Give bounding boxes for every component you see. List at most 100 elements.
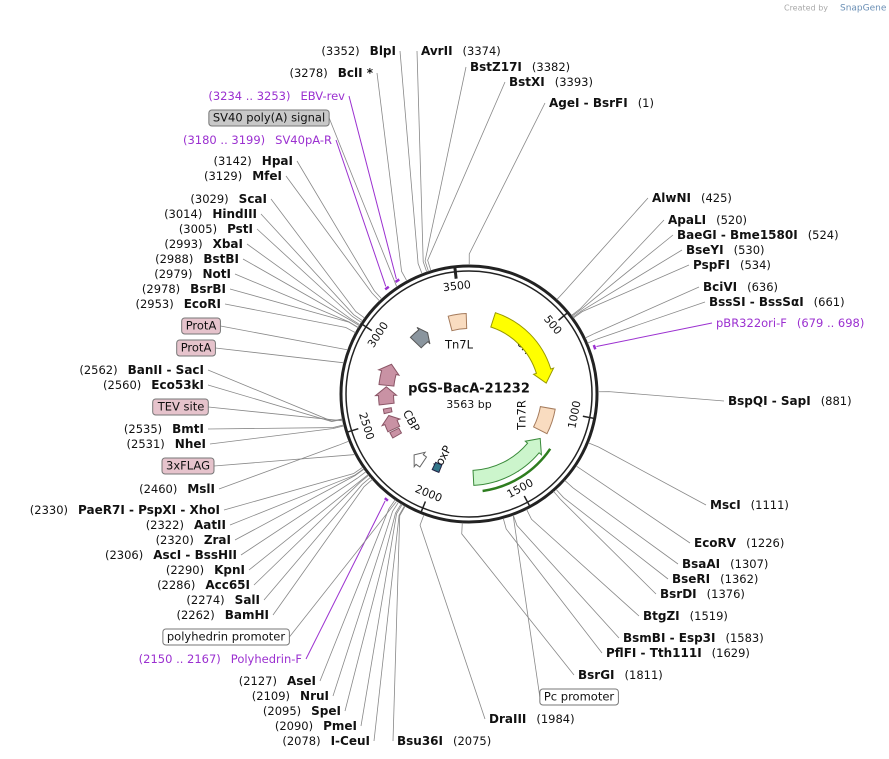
label: (3352) BlpI [321, 44, 396, 58]
gmr-arrow [472, 437, 542, 486]
site-name: DraIII [489, 712, 526, 726]
label: (2095) SpeI [263, 704, 341, 718]
backbone-outer [339, 264, 599, 524]
site-position: (2306) [105, 548, 143, 562]
site-name: PflFI - Tth111I [606, 646, 702, 660]
site-name: EcoRI [184, 297, 221, 311]
label: (2078) I-CeuI [282, 734, 370, 748]
site-connector [468, 102, 546, 266]
site-position: (2953) [135, 297, 173, 311]
site-connector [218, 440, 350, 490]
feature-box [181, 317, 221, 335]
feature-connector [215, 347, 344, 364]
site-position: (2127) [239, 674, 277, 688]
site-position: (1376) [707, 587, 745, 601]
site-position: (2095) [263, 704, 301, 718]
feature-shape [409, 326, 431, 349]
site-name: EcoRV [694, 536, 737, 550]
label: BtgZI (1519) [643, 609, 728, 623]
site-position: (636) [747, 280, 778, 294]
primer-range: (3180 .. 3199) [183, 133, 265, 147]
label: BciVI (636) [703, 280, 778, 294]
site-position: (3029) [190, 192, 228, 206]
site-position: (3278) [289, 66, 327, 80]
label: (2150 .. 2167) Polyhedrin-F [139, 652, 302, 666]
site-name: BspQI - SapI [728, 394, 811, 408]
primer-name: SV40pA-R [275, 133, 332, 147]
label: (3278) BclI * [289, 66, 373, 80]
feature-connector [208, 406, 343, 422]
tn7r-shape [532, 406, 556, 435]
site-position: (524) [808, 228, 839, 242]
label: AvrII (3374) [421, 44, 501, 58]
site-position: (2109) [252, 689, 290, 703]
site-position: (534) [740, 258, 771, 272]
credit-brand: SnapGene [840, 4, 887, 14]
site-name: MfeI [252, 169, 282, 183]
site-position: (2988) [155, 252, 193, 266]
site-position: (3014) [164, 207, 202, 221]
site-position: (661) [814, 295, 845, 309]
site-name: PaeR7I - PspXI - XhoI [78, 503, 220, 517]
feature-connector [213, 454, 356, 467]
label: (3129) MfeI [204, 169, 282, 183]
site-position: (2290) [166, 563, 204, 577]
gmr-orf [482, 448, 552, 493]
site-connector [224, 303, 356, 334]
site-name: BsrGI [578, 668, 615, 682]
site-name: AseI [287, 674, 316, 688]
flag-shape [389, 427, 403, 439]
site-position: (2274) [186, 593, 224, 607]
site-name: BamHI [225, 608, 269, 622]
label: (2460) MslI [139, 482, 215, 496]
site-position: (2978) [142, 282, 180, 296]
site-connector [207, 369, 343, 422]
feature-connector [512, 515, 541, 698]
site-name: ApaLI [668, 213, 706, 227]
site-name: NotI [203, 267, 232, 281]
site-connector [585, 286, 700, 339]
site-connector [376, 72, 408, 282]
site-connector [296, 160, 383, 300]
site-connector [209, 425, 345, 445]
label: BsrDI (1376) [660, 587, 745, 601]
site-connector [223, 466, 364, 511]
label: BseYI (530) [686, 243, 765, 257]
ruler-tick [345, 427, 359, 434]
ruler-tick [558, 311, 570, 321]
label: (2953) EcoRI [135, 297, 221, 311]
site-position: (2075) [453, 734, 491, 748]
site-connector [419, 514, 486, 720]
label: (2286) Acc65I [157, 578, 250, 592]
site-name: BssSI - BssSαI [709, 295, 804, 309]
site-connector [424, 66, 467, 272]
ruler-label: 3500 [442, 278, 471, 294]
feature-box [162, 628, 290, 646]
label: (2322) AatII [146, 518, 226, 532]
site-position: (1583) [725, 631, 763, 645]
site-name: Eco53kI [151, 378, 204, 392]
site-connector [461, 522, 575, 676]
label: PflFI - Tth111I (1629) [606, 646, 750, 660]
site-name: BsrDI [660, 587, 697, 601]
site-name: BsmBI - Esp3I [623, 631, 715, 645]
site-name: AscI - BssHII [153, 548, 237, 562]
site-name: AvrII [421, 44, 453, 58]
primer-connector [596, 322, 713, 348]
site-position: (1362) [720, 572, 758, 586]
site-name: BseYI [686, 243, 724, 257]
site-connector [526, 509, 640, 617]
site-connector [597, 391, 725, 402]
site-name: NruI [300, 689, 329, 703]
label: BaeGI - Bme1580I (524) [677, 228, 839, 242]
site-name: MslI [187, 482, 215, 496]
site-name: BaeGI - Bme1580I [677, 228, 798, 242]
primer-mark [394, 278, 400, 283]
tn7l-shape [447, 312, 468, 332]
site-name: PspFI [693, 258, 730, 272]
site-name: Bsu36I [397, 734, 443, 748]
prota-arrow [374, 386, 398, 406]
site-name: HindIII [212, 207, 257, 221]
site-connector [207, 384, 343, 422]
